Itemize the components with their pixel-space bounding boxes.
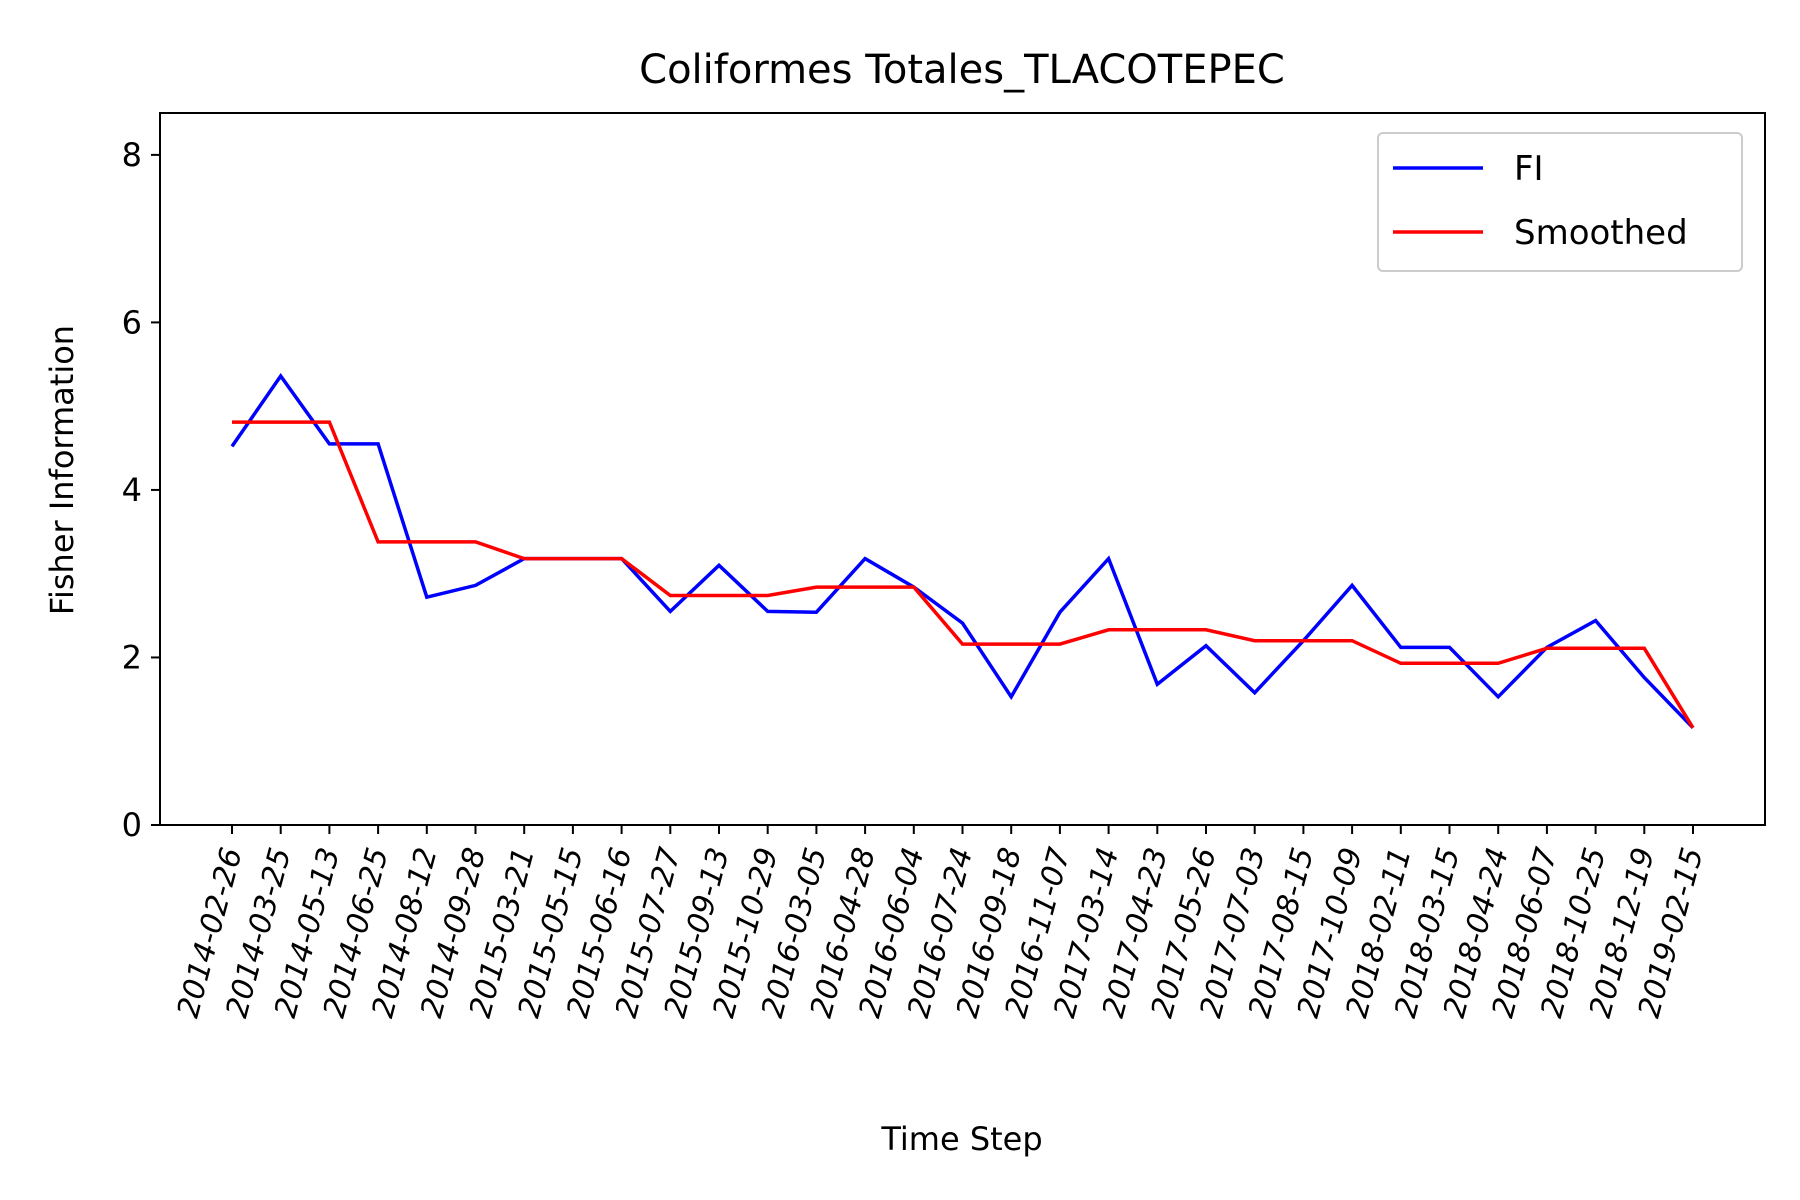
y-tick-label: 4 (122, 471, 142, 509)
y-axis-ticks: 0 2 4 6 8 (122, 136, 160, 844)
x-axis-label: Time Step (880, 1120, 1042, 1158)
plot-frame (159, 112, 1766, 826)
y-tick-label: 8 (122, 136, 142, 174)
y-tick-label: 0 (122, 806, 142, 844)
series-lines (230, 372, 1695, 730)
y-tick-label: 2 (122, 638, 142, 676)
legend-label-fi: FI (1514, 149, 1544, 189)
legend: FI Smoothed (1377, 132, 1743, 272)
chart-title: Coliformes Totales_TLACOTEPEC (639, 47, 1285, 93)
y-tick-label: 6 (122, 303, 142, 341)
legend-label-smoothed: Smoothed (1514, 213, 1688, 253)
y-axis-label: Fisher Information (43, 325, 81, 615)
series-line-smoothed (232, 420, 1695, 729)
series-line-fi (230, 372, 1695, 730)
